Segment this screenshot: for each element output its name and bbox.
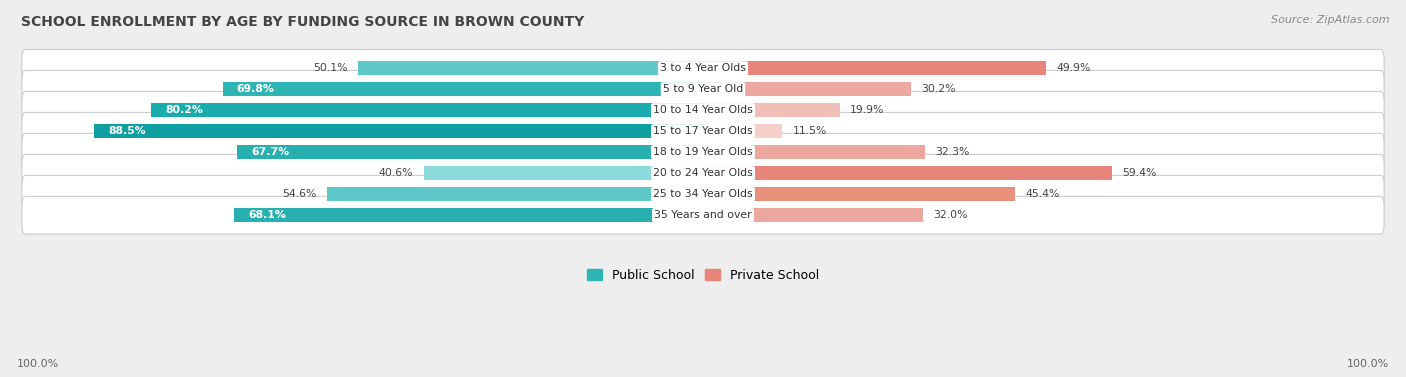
Text: 100.0%: 100.0% <box>17 359 59 369</box>
Text: 5 to 9 Year Old: 5 to 9 Year Old <box>662 84 744 94</box>
Text: 100.0%: 100.0% <box>1347 359 1389 369</box>
Text: 59.4%: 59.4% <box>1122 168 1156 178</box>
FancyBboxPatch shape <box>22 175 1384 213</box>
Text: 80.2%: 80.2% <box>165 105 202 115</box>
Bar <box>703 187 1015 201</box>
Text: 3 to 4 Year Olds: 3 to 4 Year Olds <box>659 63 747 74</box>
Text: 68.1%: 68.1% <box>249 210 285 220</box>
Text: 40.6%: 40.6% <box>378 168 413 178</box>
Bar <box>703 145 925 159</box>
Text: 10 to 14 Year Olds: 10 to 14 Year Olds <box>654 105 752 115</box>
Bar <box>94 124 703 138</box>
Bar <box>152 103 703 118</box>
Bar <box>328 187 703 201</box>
Text: 49.9%: 49.9% <box>1057 63 1091 74</box>
Text: Source: ZipAtlas.com: Source: ZipAtlas.com <box>1271 15 1389 25</box>
Bar <box>703 124 782 138</box>
Text: 54.6%: 54.6% <box>283 189 316 199</box>
Text: 50.1%: 50.1% <box>314 63 349 74</box>
Text: 32.3%: 32.3% <box>935 147 970 157</box>
Text: 88.5%: 88.5% <box>108 126 146 136</box>
Bar <box>703 82 911 97</box>
Bar <box>703 103 839 118</box>
Text: 11.5%: 11.5% <box>793 126 827 136</box>
Bar <box>238 145 703 159</box>
Text: 35 Years and over: 35 Years and over <box>654 210 752 220</box>
FancyBboxPatch shape <box>22 133 1384 171</box>
Legend: Public School, Private School: Public School, Private School <box>582 264 824 287</box>
Text: 19.9%: 19.9% <box>851 105 884 115</box>
Bar <box>359 61 703 75</box>
Bar <box>703 61 1046 75</box>
Text: 45.4%: 45.4% <box>1025 189 1060 199</box>
FancyBboxPatch shape <box>22 92 1384 129</box>
Bar <box>235 208 703 222</box>
FancyBboxPatch shape <box>22 154 1384 192</box>
Text: 20 to 24 Year Olds: 20 to 24 Year Olds <box>654 168 752 178</box>
Text: 18 to 19 Year Olds: 18 to 19 Year Olds <box>654 147 752 157</box>
Text: 67.7%: 67.7% <box>252 147 290 157</box>
FancyBboxPatch shape <box>22 196 1384 234</box>
Bar <box>703 166 1112 180</box>
Text: 25 to 34 Year Olds: 25 to 34 Year Olds <box>654 189 752 199</box>
Text: 30.2%: 30.2% <box>921 84 956 94</box>
FancyBboxPatch shape <box>22 112 1384 150</box>
Bar <box>222 82 703 97</box>
FancyBboxPatch shape <box>22 49 1384 87</box>
Text: 15 to 17 Year Olds: 15 to 17 Year Olds <box>654 126 752 136</box>
Bar <box>703 208 924 222</box>
Text: 32.0%: 32.0% <box>934 210 967 220</box>
FancyBboxPatch shape <box>22 70 1384 108</box>
Text: 69.8%: 69.8% <box>236 84 274 94</box>
Bar <box>423 166 703 180</box>
Text: SCHOOL ENROLLMENT BY AGE BY FUNDING SOURCE IN BROWN COUNTY: SCHOOL ENROLLMENT BY AGE BY FUNDING SOUR… <box>21 15 585 29</box>
